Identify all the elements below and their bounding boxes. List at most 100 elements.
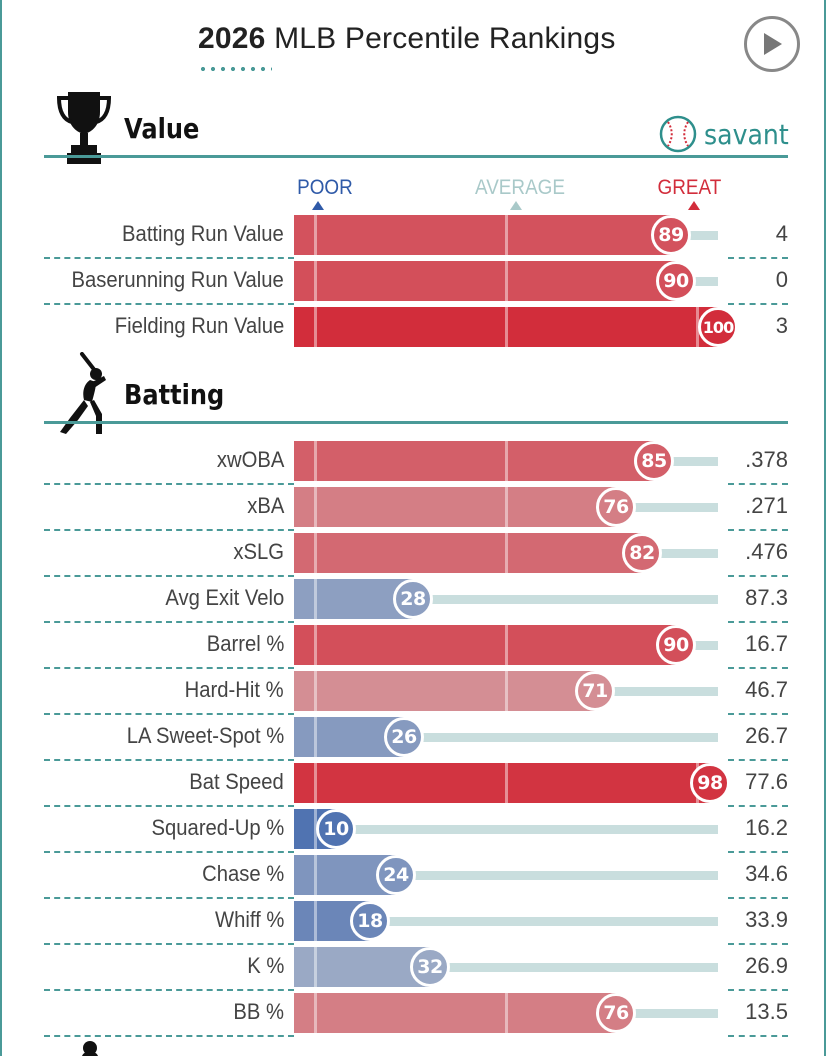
metric-label: Avg Exit Velo xyxy=(165,585,284,610)
percentile-bar[interactable] xyxy=(294,763,710,803)
bar-gridline xyxy=(314,579,318,619)
percentile-track xyxy=(294,917,718,926)
row-separator xyxy=(728,713,788,715)
percentile-track xyxy=(294,825,718,834)
savant-wordmark: savant xyxy=(704,117,789,151)
row-separator xyxy=(728,989,788,991)
row-separator xyxy=(728,303,788,305)
row-separator xyxy=(44,713,294,715)
metric-label: K % xyxy=(246,953,284,978)
percentile-bar[interactable] xyxy=(294,671,595,711)
row-separator xyxy=(728,851,788,853)
row-separator xyxy=(44,897,294,899)
bar-gridline xyxy=(314,307,318,347)
row-separator xyxy=(728,759,788,761)
metric-label: Fielding Run Value xyxy=(114,313,284,338)
row-separator xyxy=(44,303,294,305)
bar-gridline xyxy=(314,809,318,849)
row-separator xyxy=(728,1035,788,1037)
metric-label: Bat Speed xyxy=(189,769,284,794)
percentile-bar[interactable] xyxy=(294,625,676,665)
metric-value: 26.7 xyxy=(745,723,788,748)
percentile-badge[interactable]: 76 xyxy=(596,487,636,527)
bar-gridline xyxy=(505,487,508,527)
percentile-badge[interactable]: 71 xyxy=(575,671,615,711)
percentile-badge[interactable]: 82 xyxy=(622,533,662,573)
percentile-bar[interactable] xyxy=(294,441,654,481)
metric-label: xSLG xyxy=(233,539,284,564)
scale-poor-arrow xyxy=(312,201,324,210)
row-separator xyxy=(728,943,788,945)
row-separator xyxy=(44,989,294,991)
percentile-badge[interactable]: 24 xyxy=(376,855,416,895)
bar-gridline xyxy=(314,441,318,481)
row-separator xyxy=(44,851,294,853)
page-title: 2026 MLB Percentile Rankings xyxy=(198,22,616,56)
metric-value: 0 xyxy=(775,267,788,292)
scale-great-arrow xyxy=(688,201,700,210)
metric-value: .271 xyxy=(745,493,788,518)
percentile-badge[interactable]: 85 xyxy=(634,441,674,481)
percentile-badge[interactable]: 98 xyxy=(690,763,730,803)
bar-gridline xyxy=(505,625,508,665)
metric-value: 87.3 xyxy=(745,585,788,610)
title-year: 2026 xyxy=(198,22,266,55)
metric-value: 13.5 xyxy=(745,999,788,1024)
percentile-badge[interactable]: 10 xyxy=(316,809,356,849)
next-section-icon xyxy=(82,1041,98,1056)
savant-logo[interactable]: savant xyxy=(658,114,798,154)
bar-gridline xyxy=(314,625,318,665)
percentile-track xyxy=(294,963,718,972)
metric-label: Batting Run Value xyxy=(122,221,284,246)
metric-label: BB % xyxy=(233,999,284,1024)
percentile-bar[interactable] xyxy=(294,993,616,1033)
bar-gridline xyxy=(314,261,318,301)
percentile-bar[interactable] xyxy=(294,533,642,573)
percentile-bar[interactable] xyxy=(294,947,430,987)
metric-value: 26.9 xyxy=(745,953,788,978)
bar-gridline xyxy=(505,671,508,711)
bar-gridline xyxy=(695,307,699,347)
row-separator xyxy=(44,621,294,623)
percentile-bar[interactable] xyxy=(294,487,616,527)
metric-label: LA Sweet-Spot % xyxy=(126,723,284,748)
row-separator xyxy=(44,483,294,485)
metric-value: .476 xyxy=(745,539,788,564)
bar-gridline xyxy=(505,261,508,301)
bar-gridline xyxy=(505,215,508,255)
percentile-badge[interactable]: 26 xyxy=(384,717,424,757)
metric-value: 16.7 xyxy=(745,631,788,656)
bar-gridline xyxy=(314,671,318,711)
bar-gridline xyxy=(314,993,318,1033)
percentile-badge[interactable]: 90 xyxy=(656,261,696,301)
percentile-badge[interactable]: 32 xyxy=(410,947,450,987)
bar-gridline xyxy=(314,763,318,803)
percentile-badge[interactable]: 89 xyxy=(651,215,691,255)
row-separator xyxy=(44,943,294,945)
scale-poor-label: POOR xyxy=(297,176,353,199)
percentile-badge[interactable]: 76 xyxy=(596,993,636,1033)
percentile-badge[interactable]: 28 xyxy=(393,579,433,619)
row-separator xyxy=(728,483,788,485)
play-button[interactable] xyxy=(744,16,800,72)
percentile-badge[interactable]: 18 xyxy=(350,901,390,941)
percentile-track xyxy=(294,871,718,880)
metric-label: Chase % xyxy=(201,861,284,886)
bar-gridline xyxy=(314,947,318,987)
row-separator xyxy=(728,897,788,899)
row-separator xyxy=(728,805,788,807)
percentile-bar[interactable] xyxy=(294,215,671,255)
percentile-badge[interactable]: 90 xyxy=(656,625,696,665)
percentile-bar[interactable] xyxy=(294,307,718,347)
metric-label: Baserunning Run Value xyxy=(71,267,284,292)
bar-gridline xyxy=(505,763,508,803)
metric-label: Squared-Up % xyxy=(151,815,284,840)
metric-value: 77.6 xyxy=(745,769,788,794)
row-separator xyxy=(44,1035,294,1037)
bar-gridline xyxy=(314,901,318,941)
percentile-badge[interactable]: 100 xyxy=(698,307,738,347)
row-separator xyxy=(728,621,788,623)
row-separator xyxy=(44,529,294,531)
bar-gridline xyxy=(314,215,318,255)
percentile-bar[interactable] xyxy=(294,261,676,301)
